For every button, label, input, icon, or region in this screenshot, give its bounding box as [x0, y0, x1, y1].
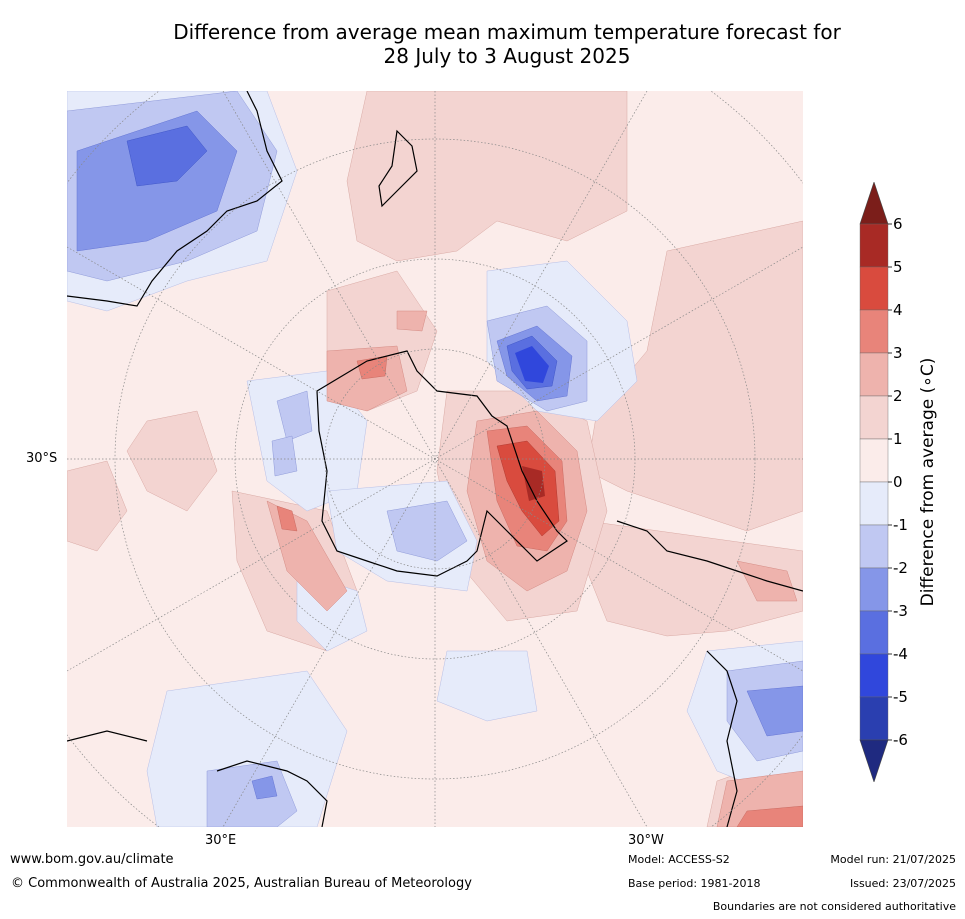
colorbar-bin — [859, 223, 889, 268]
colorbar-bin — [859, 481, 889, 526]
colorbar-tick-label: 0 — [893, 473, 903, 491]
colorbar-bin — [859, 567, 889, 612]
colorbar-graphic — [859, 181, 892, 783]
coastlines — [67, 91, 803, 827]
footer-base-period: Base period: 1981-2018 — [628, 877, 761, 890]
anomaly-cool-4-5 — [515, 346, 549, 383]
colorbar-extend-low — [859, 739, 889, 783]
colorbar-tick-label: -4 — [893, 645, 908, 663]
colorbar-bin — [859, 610, 889, 655]
south-polar-map — [67, 91, 803, 827]
colorbar-tick-label: 3 — [893, 344, 903, 362]
map-title: Difference from average mean maximum tem… — [0, 20, 965, 68]
lon-label-30e: 30°E — [205, 833, 237, 848]
colorbar-tick-label: 2 — [893, 387, 903, 405]
footer-url: www.bom.gov.au/climate — [10, 852, 174, 867]
colorbar-tick-label: -6 — [893, 731, 908, 749]
title-line-1: Difference from average mean maximum tem… — [173, 20, 841, 44]
colorbar — [858, 181, 918, 786]
footer-disclaimer: Boundaries are not considered authoritat… — [712, 900, 956, 913]
footer-issued: Issued: 23/07/2025 — [849, 877, 956, 890]
colorbar-tick-label: -5 — [893, 688, 908, 706]
colorbar-tick-label: 5 — [893, 258, 903, 276]
colorbar-bin — [859, 352, 889, 397]
title-line-2: 28 July to 3 August 2025 — [383, 44, 631, 68]
colorbar-tick-label: 4 — [893, 301, 903, 319]
colorbar-tick-label: 1 — [893, 430, 903, 448]
footer-model: Model: ACCESS-S2 — [628, 853, 730, 866]
colorbar-tick-label: 6 — [893, 215, 903, 233]
anomaly-warm-5-6 — [522, 466, 545, 501]
colorbar-extend-high — [859, 181, 889, 225]
colorbar-tick-label: -3 — [893, 602, 908, 620]
colorbar-bin — [859, 395, 889, 440]
colorbar-bin — [859, 309, 889, 354]
colorbar-bin — [859, 438, 889, 483]
lon-label-30w: 30°W — [628, 833, 664, 848]
colorbar-bin — [859, 696, 889, 741]
footer-model-run: Model run: 21/07/2025 — [830, 853, 956, 866]
map-canvas — [67, 91, 803, 827]
lat-label-30s: 30°S — [26, 451, 58, 466]
colorbar-bin — [859, 266, 889, 311]
footer-copyright: © Commonwealth of Australia 2025, Austra… — [11, 876, 472, 891]
colorbar-title: Difference from average (∘C) — [918, 357, 938, 607]
colorbar-bin — [859, 653, 889, 698]
colorbar-tick-label: -2 — [893, 559, 908, 577]
colorbar-tick-label: -1 — [893, 516, 908, 534]
colorbar-bin — [859, 524, 889, 569]
graticule — [67, 91, 803, 827]
